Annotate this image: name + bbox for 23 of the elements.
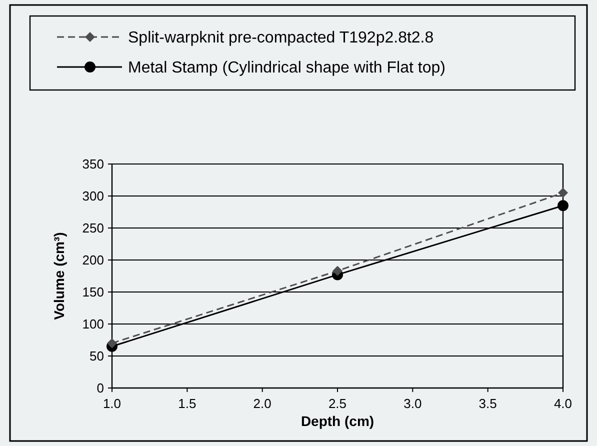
point	[332, 266, 342, 276]
y-tick-label: 150	[82, 284, 104, 300]
x-tick-label: 1.5	[178, 396, 196, 411]
x-tick-label: 4.0	[554, 396, 572, 411]
y-axis-title: Volume (cm³)	[51, 232, 67, 320]
x-axis-title: Depth (cm)	[300, 413, 374, 429]
x-tick-label: 1.0	[102, 396, 122, 411]
y-tick-label: 100	[82, 316, 104, 332]
point	[558, 200, 568, 212]
legend-label: Split-warpknit pre-compacted T192p2.8t2.8	[128, 30, 434, 47]
x-tick-label: 2.5	[328, 396, 347, 411]
point	[107, 338, 117, 348]
point	[558, 188, 568, 198]
y-tick-label: 300	[82, 188, 104, 204]
x-tick-label: 3.5	[478, 396, 497, 411]
x-tick-label: 2.0	[253, 396, 272, 411]
legend-label: Metal Stamp (Cylindrical shape with Flat top)	[128, 60, 446, 77]
y-tick-label: 350	[82, 156, 104, 172]
x-tick-label: 3.0	[404, 396, 422, 411]
y-tick-label: 200	[82, 252, 104, 268]
y-tick-label: 0	[96, 380, 104, 396]
y-tick-label: 50	[90, 348, 104, 364]
y-tick-label: 250	[82, 220, 104, 236]
